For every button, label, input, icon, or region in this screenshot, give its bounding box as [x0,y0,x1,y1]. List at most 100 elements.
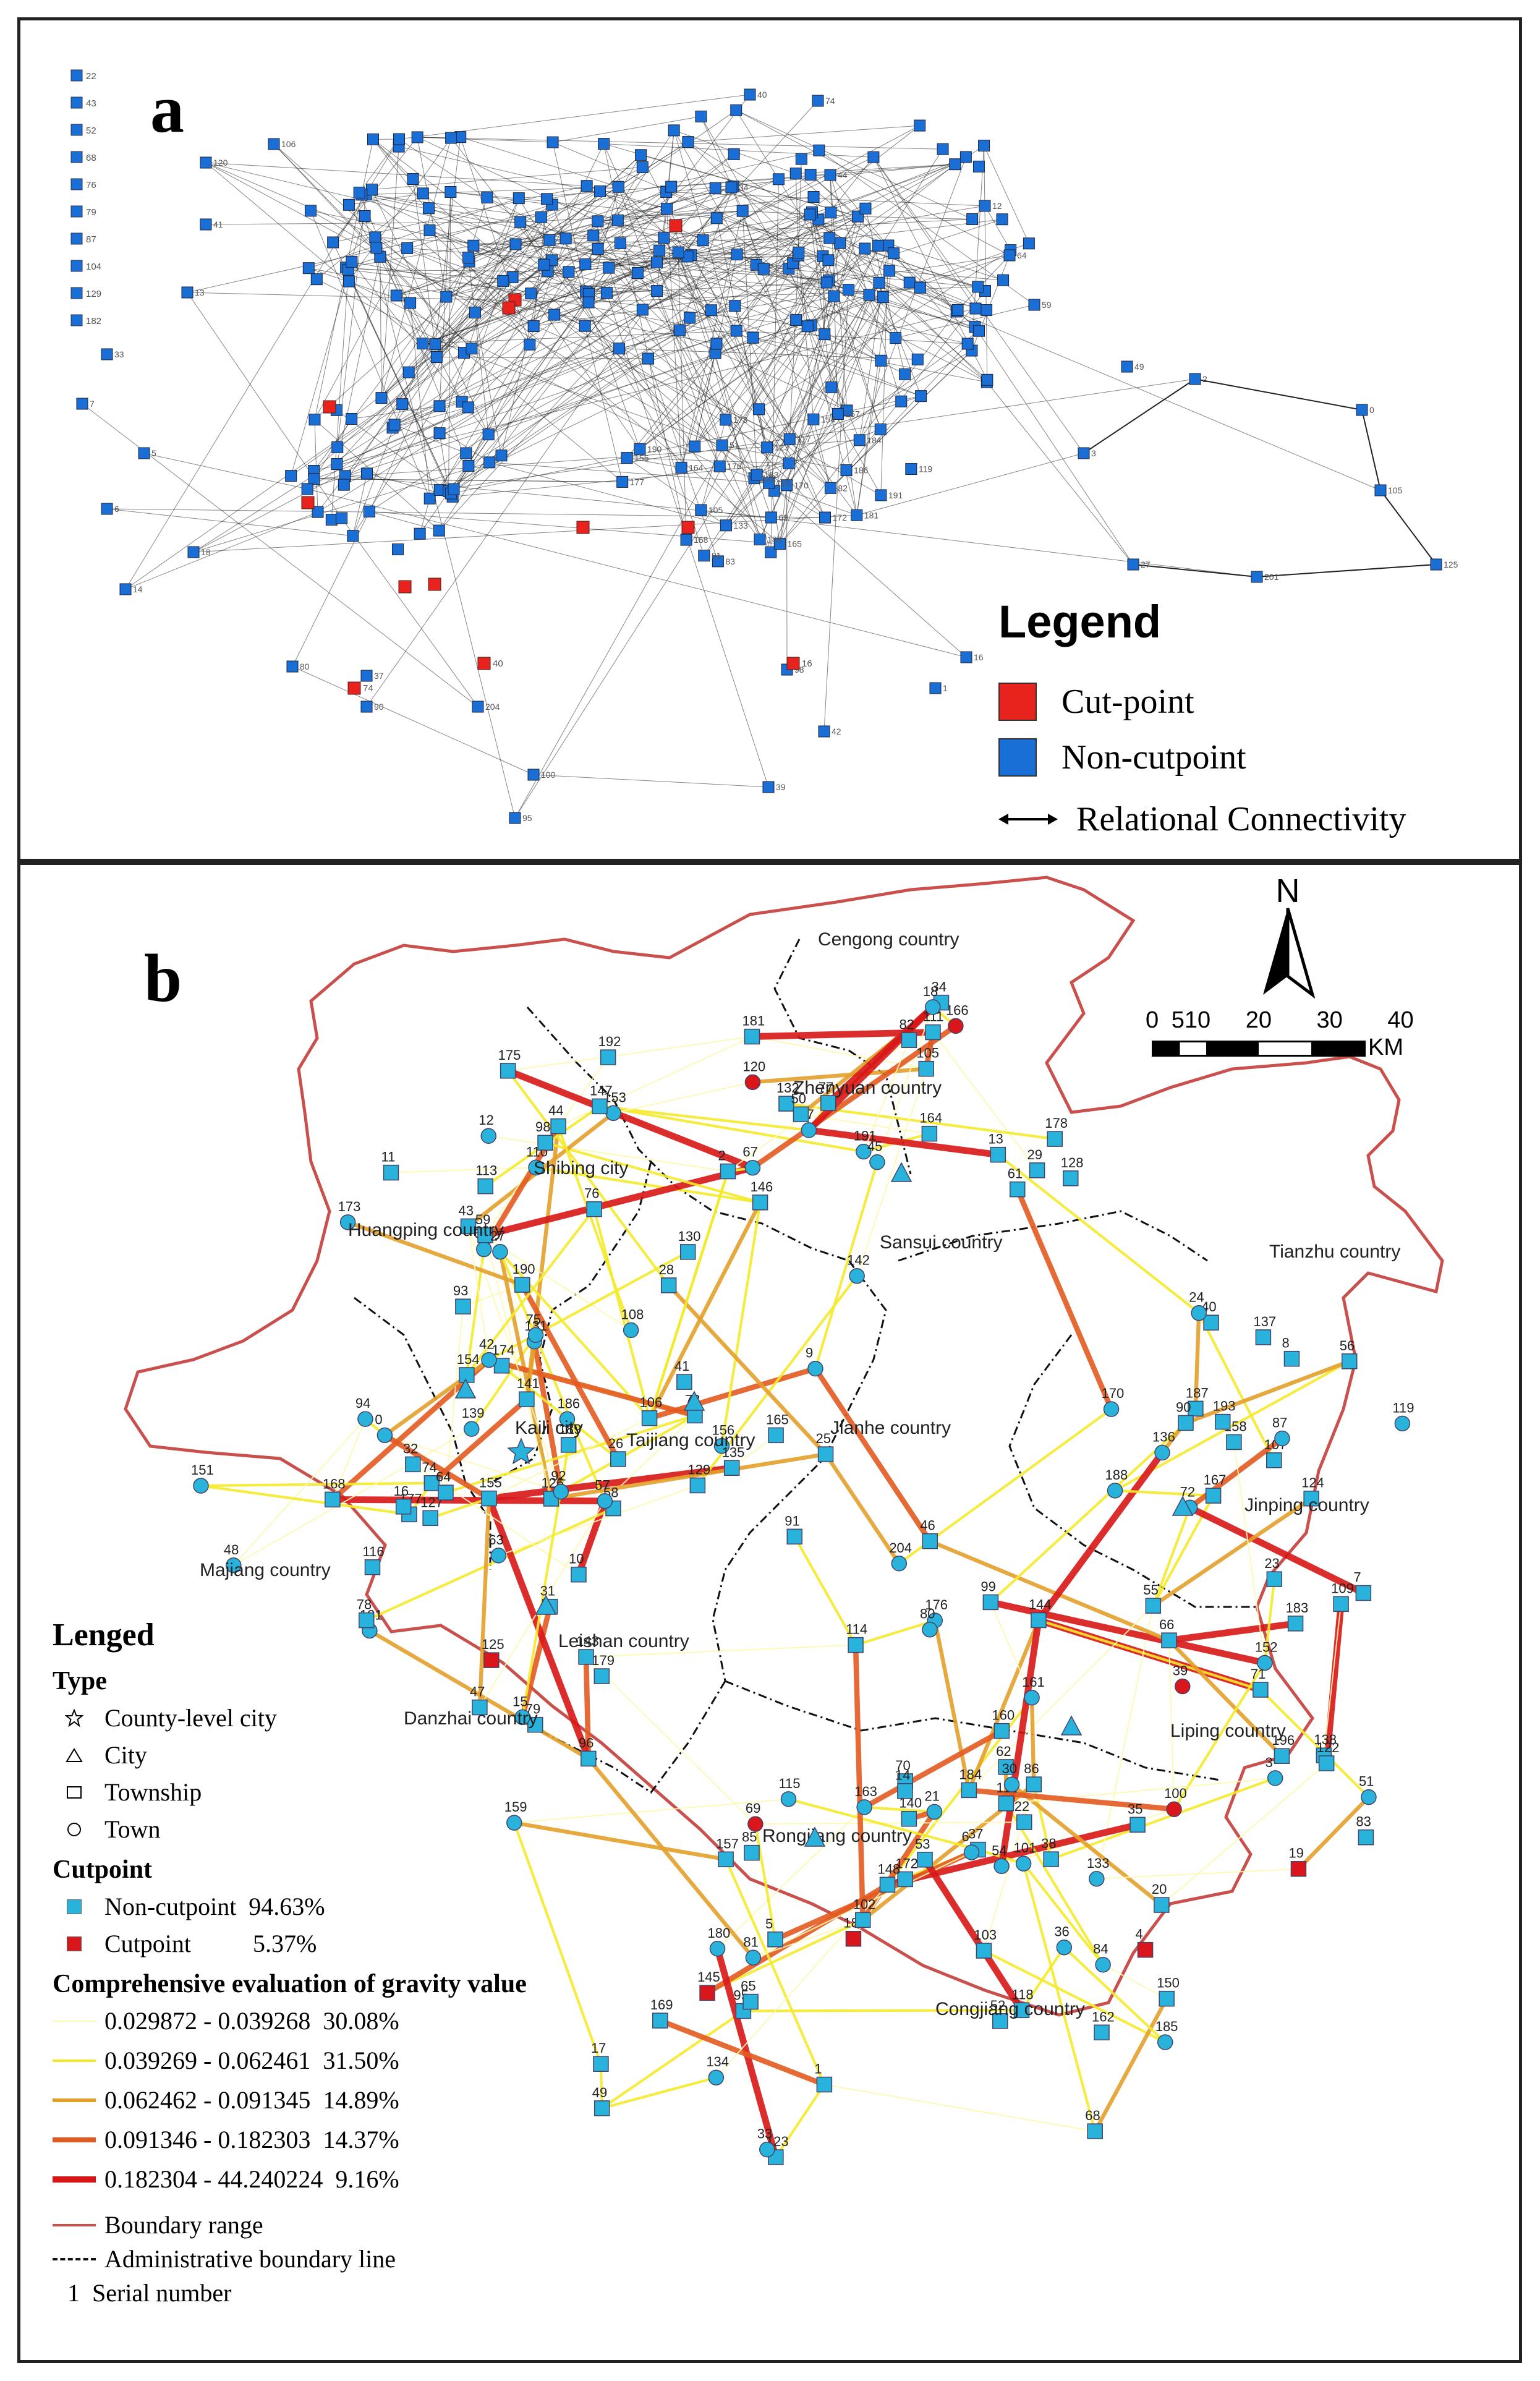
gravity-edge [998,1619,1042,1867]
township-node [405,1456,421,1473]
node-serial-label: 143 [576,1633,599,1649]
noncutpoint-node [440,291,453,303]
relation-edge [726,482,769,526]
noncutpoint-node [462,459,475,472]
noncutpoint-node [929,682,942,694]
gravity-edge [990,1602,1032,1698]
cutpoint-node [681,521,695,534]
gravity-edge [466,1208,595,1376]
legend-connectivity-label: Relational Connectivity [1076,800,1406,838]
town-node [339,1214,356,1230]
node-label: 13 [195,288,205,297]
relation-edge [736,330,968,344]
noncutpoint-node [360,670,373,682]
region-label: Tianzhu country [1269,1242,1400,1262]
noncutpoint-node [712,555,724,568]
township-node [364,1559,381,1575]
node-serial-label: 135 [722,1444,745,1460]
township-node [325,1491,341,1508]
township-node [1290,1860,1307,1877]
noncutpoint-node [765,511,777,524]
node-serial-label: 134 [706,2054,729,2069]
node-serial-label: 102 [853,1896,876,1912]
node-serial-label: 87 [1272,1415,1287,1431]
township-node [514,1277,530,1293]
relation-edge [1133,564,1257,577]
noncutpoint-node [709,182,721,194]
gravity-edge [1152,1497,1312,1608]
relation-edge [402,257,469,404]
node-serial-label: 66 [1159,1617,1174,1632]
relation-edge [759,250,1011,410]
node-label: 34 [739,182,749,192]
relation-edge [642,156,966,310]
node-label: 27 [1141,560,1151,569]
noncutpoint-node [824,169,836,181]
relation-edge [619,296,835,349]
relation-edge [471,252,679,349]
town-node [1107,1483,1123,1499]
gravity-edge [613,1081,753,1114]
noncutpoint-node [874,423,887,435]
relation-edge [291,262,352,476]
noncutpoint-node [899,368,911,380]
node-serial-label: 125 [482,1637,504,1652]
isolated-node [70,314,83,326]
relation-edge [584,174,811,326]
town-node [708,2069,725,2085]
scale-tick-20: 20 [1245,1007,1272,1033]
relation-edge [464,237,664,354]
noncutpoint-node [720,414,732,426]
node-label: 120 [213,158,228,168]
panel-b-label: b [144,940,182,1016]
node-serial-label: 32 [403,1441,418,1456]
noncutpoint-node [781,479,793,492]
relation-edge [187,150,819,293]
node-serial-label: 118 [1012,1987,1034,2002]
town-node [193,1478,209,1494]
node-serial-label: 130 [678,1229,701,1244]
gravity-edge [520,1284,621,1461]
node-serial-label: 71 [1251,1666,1266,1682]
gravity-edge [659,2018,825,2087]
relation-edge [365,194,780,545]
town-node [856,1799,872,1815]
noncutpoint-node [466,343,478,355]
node-serial-label: 26 [608,1436,623,1451]
relation-edge [889,270,1003,281]
township-node [767,1932,783,1948]
node-label: 0 [1369,405,1374,415]
relation-edge [764,216,858,270]
gravity-edge [330,1358,491,1502]
relation-edge [678,100,819,253]
node-serial-label: 52 [990,1998,1005,2013]
node-serial-label: 55 [1143,1582,1158,1598]
gravity-edge [1005,1802,1104,1966]
gravity-edge [1102,1964,1167,2000]
cutpoint-node [301,496,315,509]
relation-edge [671,174,831,187]
town-node [1157,2034,1173,2050]
noncutpoint-node [594,185,606,197]
region-label: Shibing city [534,1158,628,1178]
relation-edge [627,458,682,468]
serial-label: 1 Serial number [67,2279,232,2307]
noncutpoint-node [825,381,838,393]
town-node [623,1322,639,1339]
gravity-edge [1323,1604,1342,1756]
noncutpoint-node [429,338,441,351]
gravity-edge [365,1507,614,1622]
relation-edge [193,218,717,553]
node-serial-label: 3 [1266,1755,1273,1770]
noncutpoint-node [370,242,383,254]
town-node [709,1941,726,1957]
gravity-class-label: 0.091346 - 0.182303 14.37% [104,2126,399,2153]
township-node [383,1164,399,1181]
noncutpoint-node [509,238,522,250]
node-serial-label: 109 [1331,1580,1354,1596]
noncutpoint-node [978,139,990,151]
relation-edge [642,264,757,310]
gravity-edge [488,1135,728,1172]
town-node [605,1105,621,1122]
node-serial-label: 93 [453,1283,468,1298]
